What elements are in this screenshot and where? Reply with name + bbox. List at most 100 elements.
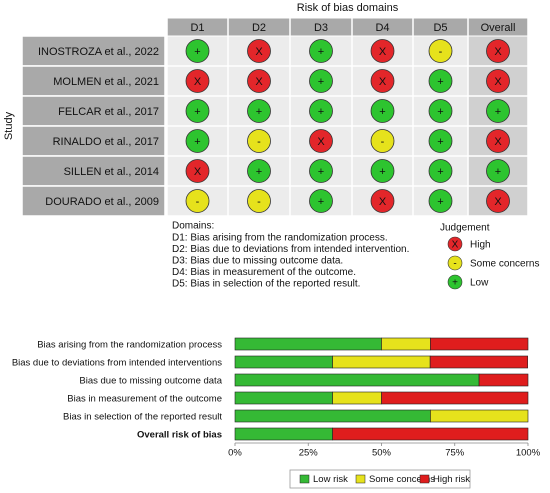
row-header-cell [21, 35, 166, 67]
bar-segment [381, 391, 529, 405]
bar-segment [478, 373, 529, 387]
bar-segment [234, 409, 431, 423]
domain-notes: Domains:D1: Bias arising from the random… [172, 221, 539, 290]
judgement-symbol: + [318, 106, 324, 118]
judgement-circle [309, 99, 333, 123]
judgement-circle [247, 189, 271, 213]
judgement-symbol: X [255, 46, 263, 58]
legend-label: High risk [433, 474, 470, 485]
judgement-symbol: + [194, 46, 200, 58]
category-label: Overall risk of bias [137, 430, 222, 441]
bar-segment [234, 355, 333, 369]
legend-label: Some concerns [369, 474, 435, 485]
column-header: D1 [190, 22, 204, 34]
judgement-symbol: X [255, 76, 263, 88]
x-tick-label: 0% [228, 448, 242, 459]
judgement-circle [185, 39, 210, 63]
category-label: Bias arising from the randomization proc… [37, 340, 222, 351]
judgement-symbol: X [194, 76, 202, 88]
judgement-circle [247, 99, 271, 123]
bar-segment [234, 373, 480, 387]
judgement-circle [370, 69, 395, 93]
judgement-circle [370, 99, 395, 123]
legend-label: Some concerns [470, 259, 539, 270]
row-header: DOURADO et al., 2009 [45, 196, 159, 208]
domain-note: D2: Bias due to deviations from intended… [172, 244, 409, 255]
bar-segment [429, 355, 529, 369]
column-header: D3 [314, 22, 328, 34]
legend-symbol: X [452, 240, 459, 251]
legend-swatch [447, 274, 463, 290]
judgement-symbol: + [256, 166, 262, 178]
judgement-symbol: + [437, 76, 443, 88]
row-header: FELCAR et al., 2017 [58, 106, 159, 118]
judgement-circle [486, 99, 510, 123]
judgement-symbol: + [437, 136, 443, 148]
domain-note: D5: Bias in selection of the reported re… [172, 279, 360, 290]
judgement-circle [247, 129, 271, 153]
legend-symbol: - [453, 259, 456, 270]
judgement-circle [370, 159, 395, 183]
legend-swatch [355, 474, 366, 484]
judgement-symbol: X [317, 136, 325, 148]
bar-segment [430, 409, 529, 423]
judgement-circle [428, 129, 453, 153]
bar-segment [234, 391, 333, 405]
row-header: INOSTROZA et al., 2022 [38, 46, 159, 58]
x-tick-label: 75% [445, 448, 465, 459]
judgement-symbol: X [494, 196, 502, 208]
judgement-symbol: + [379, 166, 385, 178]
row-header-cell [21, 155, 166, 187]
judgement-circle [370, 189, 395, 213]
judgement-symbol: + [495, 106, 501, 118]
traffic-light-plot: Risk of bias domains Study D1 D2 D3 D4 D5 Overa… [3, 2, 529, 217]
judgement-symbol: + [437, 166, 443, 178]
y-axis-label: Study [3, 111, 15, 140]
judgement-circle [247, 69, 271, 93]
judgement-circle [247, 159, 271, 183]
column-header: Overall [481, 22, 516, 34]
legend-title: Judgement [440, 223, 490, 234]
judgement-symbol: + [437, 106, 443, 118]
judgement-circle [185, 189, 210, 213]
judgement-circle [428, 69, 453, 93]
judgement-circle [486, 189, 510, 213]
domains-title: Domains: [172, 221, 214, 232]
row-header: MOLMEN et al., 2021 [53, 76, 159, 88]
row-header-cell [21, 185, 166, 217]
judgement-circle [247, 39, 271, 63]
legend-swatch [299, 474, 310, 484]
judgement-symbol: + [379, 106, 385, 118]
legend-box [289, 469, 471, 489]
legend-label: Low [470, 278, 489, 289]
judgement-symbol: + [194, 136, 200, 148]
judgement-circle [370, 39, 395, 63]
legend-swatch [447, 236, 463, 252]
x-tick-label: 50% [372, 448, 392, 459]
column-header: D2 [252, 22, 266, 34]
domain-note: D3: Bias due to missing outcome data. [172, 256, 343, 267]
judgement-symbol: + [256, 106, 262, 118]
judgement-symbol: + [318, 76, 324, 88]
judgement-symbol: - [439, 46, 443, 58]
bar-segment [332, 391, 382, 405]
legend-swatch [447, 255, 463, 271]
category-label: Bias in selection of the reported result [63, 412, 222, 423]
row-header: RINALDO et al., 2017 [53, 136, 159, 148]
judgement-symbol: + [318, 196, 324, 208]
category-label: Bias due to missing outcome data [79, 376, 222, 387]
judgement-symbol: + [194, 106, 200, 118]
category-label: Bias due to deviations from intended int… [12, 358, 222, 369]
bar-segment [332, 427, 529, 441]
judgement-circle [309, 189, 333, 213]
x-tick-label: 25% [299, 448, 319, 459]
legend-swatch [419, 474, 430, 484]
judgement-circle [309, 39, 333, 63]
judgement-circle [486, 159, 510, 183]
judgement-circle [185, 159, 210, 183]
judgement-circle [370, 129, 395, 153]
column-header: D4 [375, 22, 389, 34]
judgement-symbol: + [495, 166, 501, 178]
x-tick-label: 100% [516, 448, 541, 459]
